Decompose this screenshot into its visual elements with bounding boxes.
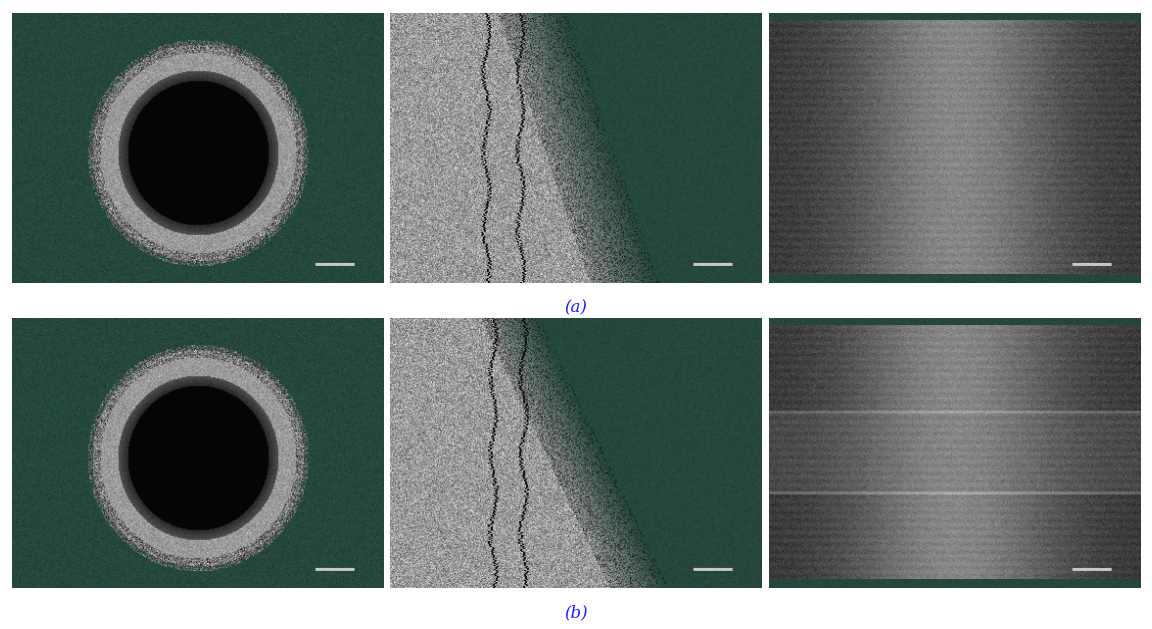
Text: (b): (b): [564, 604, 588, 621]
Text: (a): (a): [564, 299, 588, 316]
